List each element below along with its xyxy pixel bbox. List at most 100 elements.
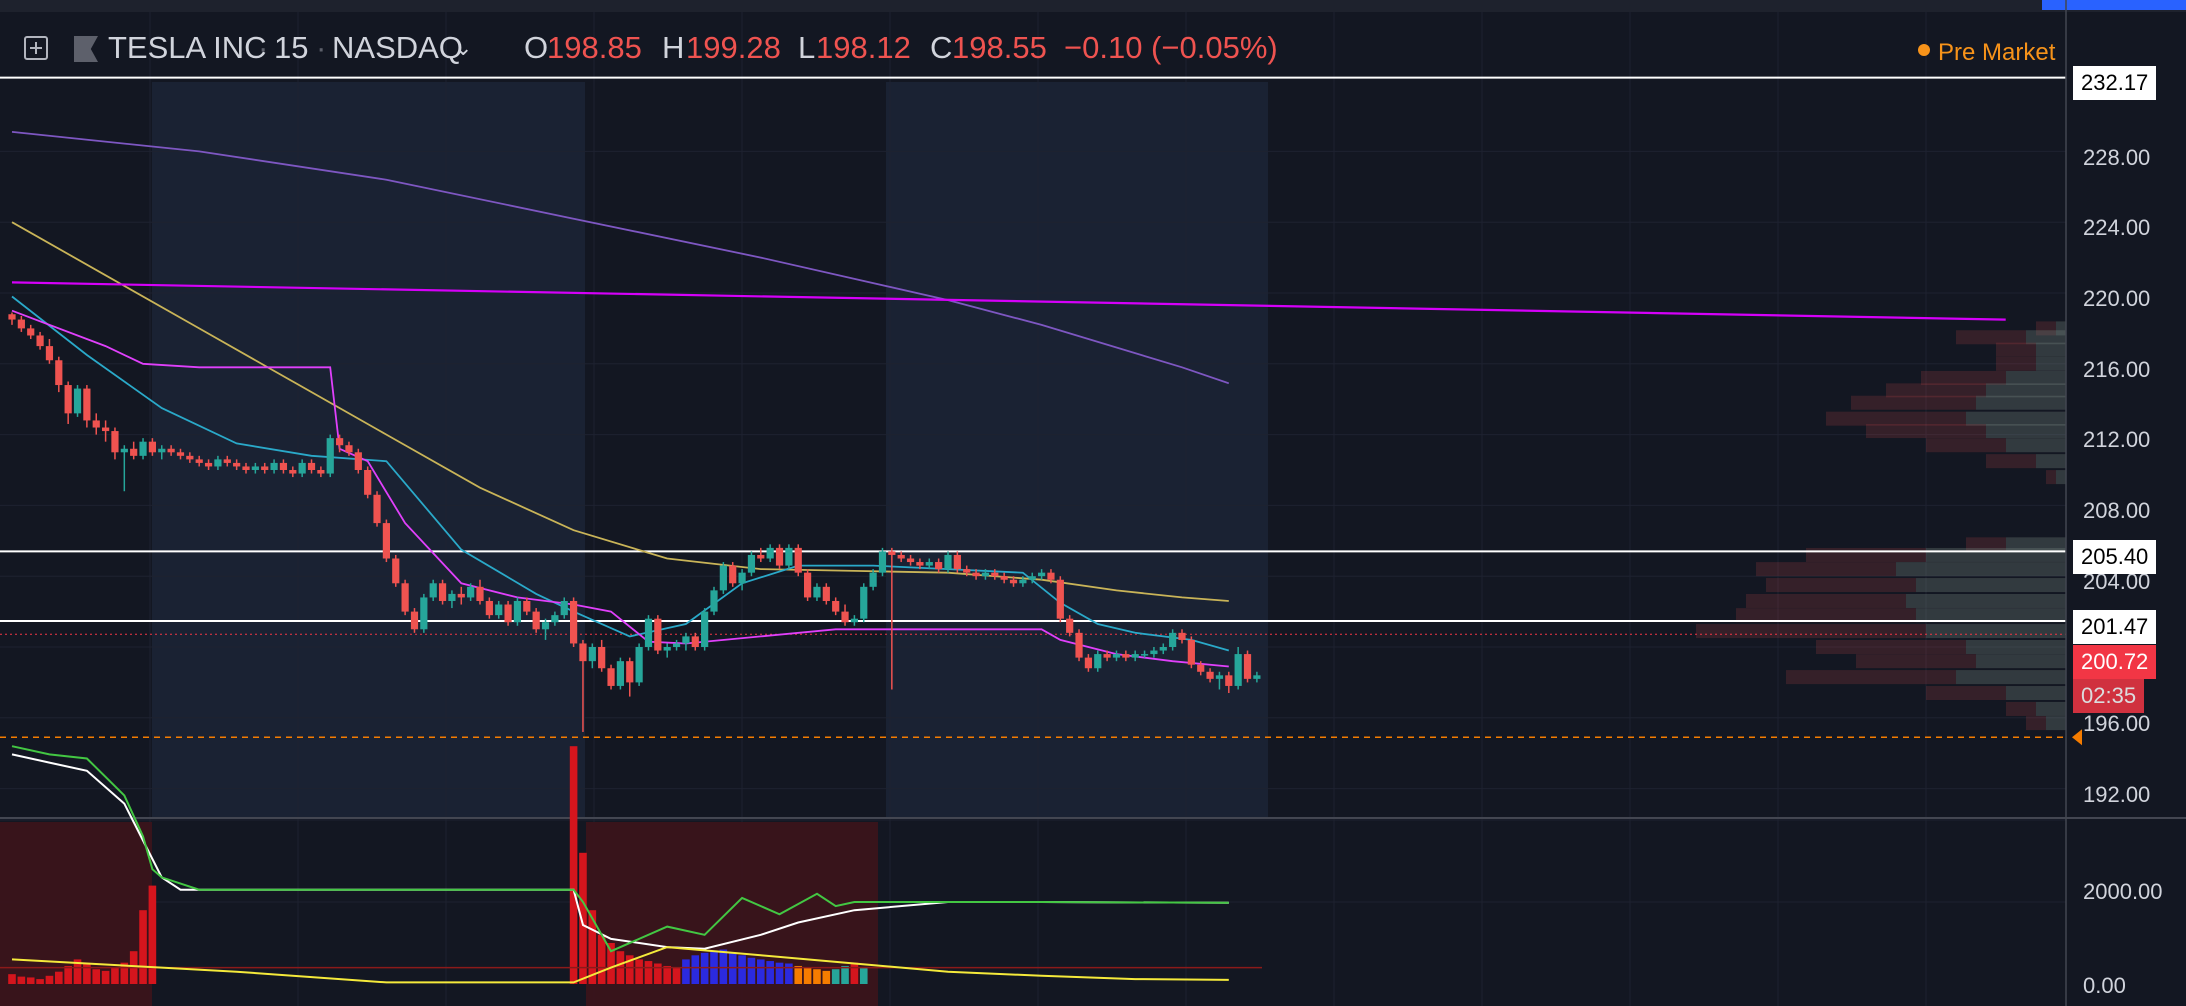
volume-bar — [55, 971, 63, 984]
candle-body — [719, 565, 727, 591]
candle-body — [1234, 654, 1242, 686]
candle-body — [345, 445, 353, 453]
volume-bar — [672, 967, 681, 984]
volume-bar — [766, 961, 774, 984]
volume-bar — [813, 969, 821, 984]
candle-body — [382, 523, 390, 559]
candle-body — [223, 459, 231, 463]
candle-body — [1225, 675, 1233, 686]
chevron-down-icon[interactable]: ⌄ — [454, 35, 473, 60]
flag-icon[interactable] — [74, 36, 98, 62]
volume-tick: 0.00 — [2083, 973, 2126, 998]
volume-profile-bar — [1886, 383, 2066, 398]
low-value: 198.12 — [816, 30, 911, 65]
candle-body — [485, 600, 493, 616]
volume-profile-bar — [1756, 562, 2066, 577]
candle-body — [1047, 572, 1055, 580]
candle-body — [130, 448, 138, 456]
volume-bar — [785, 963, 793, 984]
high-value: 199.28 — [686, 30, 781, 65]
candle-body — [279, 462, 288, 470]
volume-bar — [700, 952, 709, 984]
candle-body — [176, 452, 185, 456]
volume-bar — [775, 962, 784, 984]
candle-body — [1243, 654, 1252, 679]
hline-label-top[interactable]: 232.17 — [2073, 66, 2157, 100]
candle-body — [467, 586, 475, 598]
compare-add-icon[interactable] — [24, 36, 48, 60]
volume-bar — [859, 967, 868, 984]
volume-profile-bar — [1921, 370, 2066, 385]
candle-body — [410, 611, 419, 630]
candle-body — [1075, 632, 1083, 658]
volume-bar — [719, 949, 728, 984]
candle-body — [953, 554, 961, 570]
pre-market-label[interactable]: Pre Market — [1938, 39, 2056, 66]
candle-body — [64, 385, 72, 414]
candle-body — [560, 600, 568, 616]
volume-profile-bar — [1966, 537, 2066, 552]
volume-bar — [682, 959, 690, 984]
candle-body — [27, 328, 35, 336]
candle-body — [869, 572, 877, 587]
candle-body — [148, 441, 156, 453]
session-shade — [886, 82, 1268, 818]
volume-profile-bar — [2046, 716, 2066, 731]
volume-bar — [569, 746, 578, 984]
volume-bar — [841, 965, 849, 984]
volume-profile-bar — [1986, 424, 2066, 439]
candle-body — [1178, 632, 1186, 640]
candle-body — [317, 470, 325, 474]
volume-bar — [45, 975, 54, 984]
volume-bar — [579, 852, 587, 984]
interval-label[interactable]: 15 — [274, 30, 309, 65]
volume-bar — [36, 979, 44, 984]
volume-bar — [597, 934, 606, 984]
candle-body — [120, 448, 128, 453]
volume-bar — [738, 955, 746, 984]
volume-profile-bar — [2006, 701, 2066, 716]
candle-body — [991, 572, 999, 577]
candle-body — [1000, 576, 1008, 580]
candle-body — [504, 604, 512, 623]
candle-body — [1206, 671, 1214, 679]
symbol-name[interactable]: TESLA INC — [108, 30, 267, 65]
candle-body — [83, 388, 91, 421]
volume-bar — [728, 952, 737, 984]
volume-bar — [654, 963, 662, 984]
candle-body — [710, 590, 718, 612]
candle-body — [672, 643, 681, 647]
candle-body — [1253, 675, 1261, 679]
volume-profile-bar — [1746, 593, 2066, 608]
candle-body — [906, 558, 915, 563]
volume-profile-bar — [1826, 411, 2066, 426]
price-tick: 220.00 — [2083, 286, 2151, 311]
volume-profile-bar — [1856, 654, 2066, 669]
volume-bar — [17, 976, 26, 984]
indicator-line — [11, 281, 2006, 321]
candle-body — [598, 647, 606, 669]
hline-label-resistance[interactable]: 205.40 — [2073, 540, 2157, 574]
volume-profile-bar — [1926, 438, 2066, 453]
candle-body — [785, 547, 793, 566]
candle-body — [654, 618, 662, 651]
hline-label-support[interactable]: 201.47 — [2073, 610, 2157, 644]
volume-profile-bar — [2006, 686, 2066, 701]
candle-body — [92, 420, 100, 428]
exchange-label[interactable]: NASDAQ — [332, 30, 463, 65]
candle-body — [897, 554, 905, 559]
candle-body — [850, 618, 858, 623]
volume-bar — [803, 967, 812, 984]
open-label: O — [524, 30, 549, 65]
candle-body — [532, 611, 540, 630]
volume-bar — [794, 965, 803, 984]
candle-body — [663, 647, 671, 651]
volume-bar — [644, 961, 653, 984]
candle-body — [233, 462, 241, 467]
candle-body — [373, 494, 381, 524]
volume-indicator-line — [11, 946, 1229, 984]
candle-body — [1150, 650, 1158, 655]
candle-body — [186, 455, 194, 460]
volume-bar — [111, 967, 119, 984]
